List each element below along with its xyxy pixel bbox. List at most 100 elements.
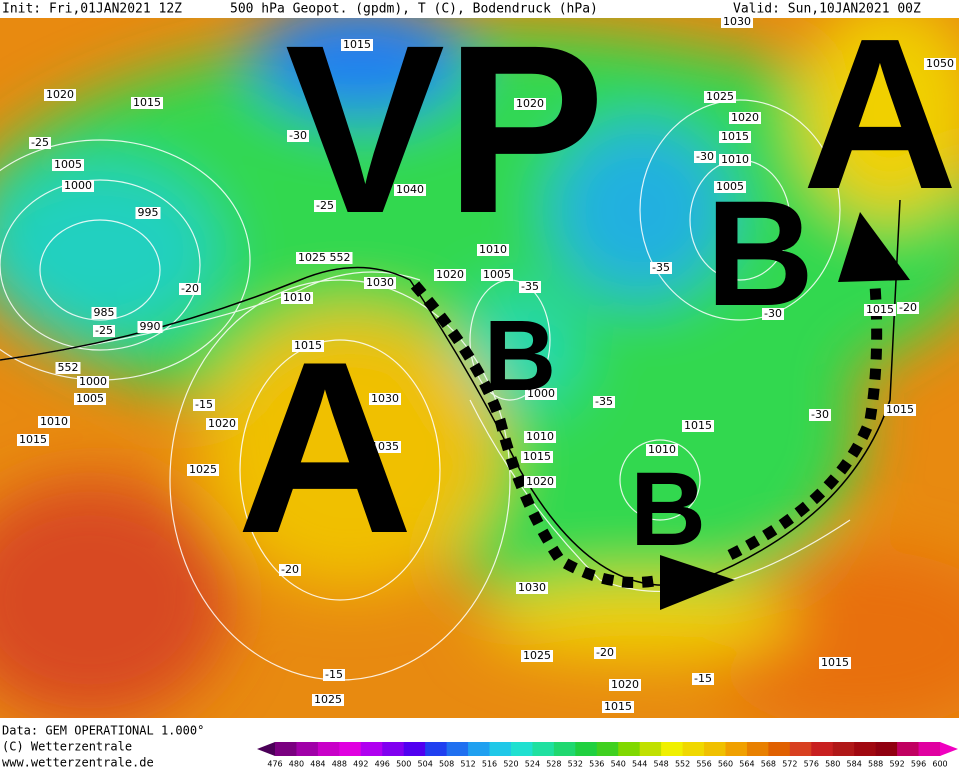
isobar-label: 1020 — [46, 88, 74, 101]
colorbar-tick-label: 548 — [653, 760, 668, 769]
temperature-label-box — [193, 399, 215, 411]
colorbar-tick-label: 496 — [375, 760, 390, 769]
isobar-label-box — [312, 694, 344, 706]
isobar-label: 1025 — [298, 251, 326, 264]
geopotential-label-box — [327, 252, 353, 264]
colorbar-tick-label: 492 — [353, 760, 368, 769]
init-time: Init: Fri,01JAN2021 12Z — [2, 2, 182, 17]
colorbar-tick-label: 544 — [632, 760, 647, 769]
colorbar-swatch — [296, 742, 319, 756]
colorbar-tick-label: 584 — [847, 760, 862, 769]
isobar-label-box — [137, 321, 163, 333]
isobar-label: 1025 — [523, 649, 551, 662]
isobar-label-box — [719, 154, 751, 166]
temperature-label-box — [762, 308, 784, 320]
isobar-label: 1015 — [684, 419, 712, 432]
temperature-label: -30 — [696, 150, 714, 163]
isobar-label: 1020 — [436, 268, 464, 281]
url: www.wetterzentrale.de — [2, 756, 154, 770]
colorbar-tick-label: 480 — [289, 760, 304, 769]
temperature-label: -25 — [31, 136, 49, 149]
temperature-label-box — [692, 673, 714, 685]
isobar-label: 1030 — [366, 276, 394, 289]
isobar-label: 1020 — [208, 417, 236, 430]
colorbar-swatch — [489, 742, 512, 756]
temperature-label: -25 — [95, 324, 113, 337]
colorbar-swatch — [446, 742, 469, 756]
map-title: 500 hPa Geopot. (gpdm), T (C), Bodendruc… — [230, 2, 598, 17]
isobar-label-box — [682, 420, 714, 432]
map-labels: 1015 1020 1015 1020 1025 1020 1015 1010 1005 1005… — [17, 15, 956, 713]
isobar-label: 1025 — [189, 463, 217, 476]
temperature-label-box — [93, 325, 115, 337]
isobar-label-box — [819, 657, 851, 669]
colorbar-swatch — [532, 742, 555, 756]
colorbar-swatch — [468, 742, 491, 756]
isobar-label: 1025 — [706, 90, 734, 103]
temperature-label-box — [287, 130, 309, 142]
isobar-label-box — [481, 269, 513, 281]
colorbar-tick-label: 564 — [739, 760, 754, 769]
colorbar: 476 480 484 488 492 496 500 504 508 512 516 520 524 5… — [257, 742, 958, 769]
isobar-label: 1005 — [54, 158, 82, 171]
isobar-label-box — [91, 307, 117, 319]
colorbar-tick-label: 576 — [804, 760, 819, 769]
overlay-letter: B — [484, 300, 556, 412]
valid-time: Valid: Sun,10JAN2021 00Z — [733, 2, 921, 17]
temperature-label-box — [519, 281, 541, 293]
isobar-label: 1015 — [19, 433, 47, 446]
colorbar-tick-label: 536 — [589, 760, 604, 769]
colorbar-tick-label: 540 — [611, 760, 626, 769]
colorbar-tick-label: 516 — [482, 760, 497, 769]
overlay-letter: A — [237, 310, 414, 584]
isobar-label: 1005 — [483, 268, 511, 281]
copyright: (C) Wetterzentrale — [2, 740, 132, 754]
isobar-label-box — [206, 418, 238, 430]
colorbar-tick-label: 588 — [868, 760, 883, 769]
colorbar-tick-label: 572 — [782, 760, 797, 769]
temperature-label: -15 — [325, 668, 343, 681]
isobar-label-box — [131, 97, 163, 109]
isobar-label-box — [135, 207, 161, 219]
temperature-label: -15 — [195, 398, 213, 411]
isobar-label: 1020 — [526, 475, 554, 488]
isobar-label: 1015 — [294, 339, 322, 352]
isobar-label-box — [884, 404, 916, 416]
isobar-label-box — [187, 464, 219, 476]
isobar-label: 1020 — [611, 678, 639, 691]
colorbar-tick-label: 512 — [460, 760, 475, 769]
temperature-label-box — [593, 396, 615, 408]
isobar-label-box — [364, 277, 396, 289]
colorbar-swatch — [339, 742, 362, 756]
temperature-label-box — [650, 262, 672, 274]
temperature-label: -20 — [281, 563, 299, 576]
colorbar-swatch — [275, 742, 297, 756]
colorbar-swatch — [360, 742, 383, 756]
colorbar-swatch — [854, 742, 877, 756]
temperature-label: -30 — [811, 408, 829, 421]
isobar-label-box — [704, 91, 736, 103]
temperature-label: -35 — [595, 395, 613, 408]
isobar-label: 1005 — [716, 180, 744, 193]
isobar-label-box — [394, 184, 426, 196]
isobar-label: 985 — [94, 306, 115, 319]
colorbar-tick-label: 552 — [675, 760, 690, 769]
colorbar-tick-label: 524 — [525, 760, 540, 769]
temperature-label-box — [694, 151, 716, 163]
isobar-label: 990 — [140, 320, 161, 333]
isobar-label: 1000 — [79, 375, 107, 388]
isobar-label-box — [62, 180, 94, 192]
isobar-label: 1015 — [343, 38, 371, 51]
colorbar-tick-label: 560 — [718, 760, 733, 769]
isobar-label-box — [52, 159, 84, 171]
temperature-label-box — [29, 137, 51, 149]
temperature-label-box — [279, 564, 301, 576]
colorbar-swatch — [639, 742, 662, 756]
overlay-letter: B — [630, 451, 706, 568]
colorbar-tick-label: 596 — [911, 760, 926, 769]
colorbar-swatch — [596, 742, 619, 756]
colorbar-tick-label: 580 — [825, 760, 840, 769]
isobar-label-box — [369, 441, 401, 453]
isobar-label-box — [646, 444, 678, 456]
